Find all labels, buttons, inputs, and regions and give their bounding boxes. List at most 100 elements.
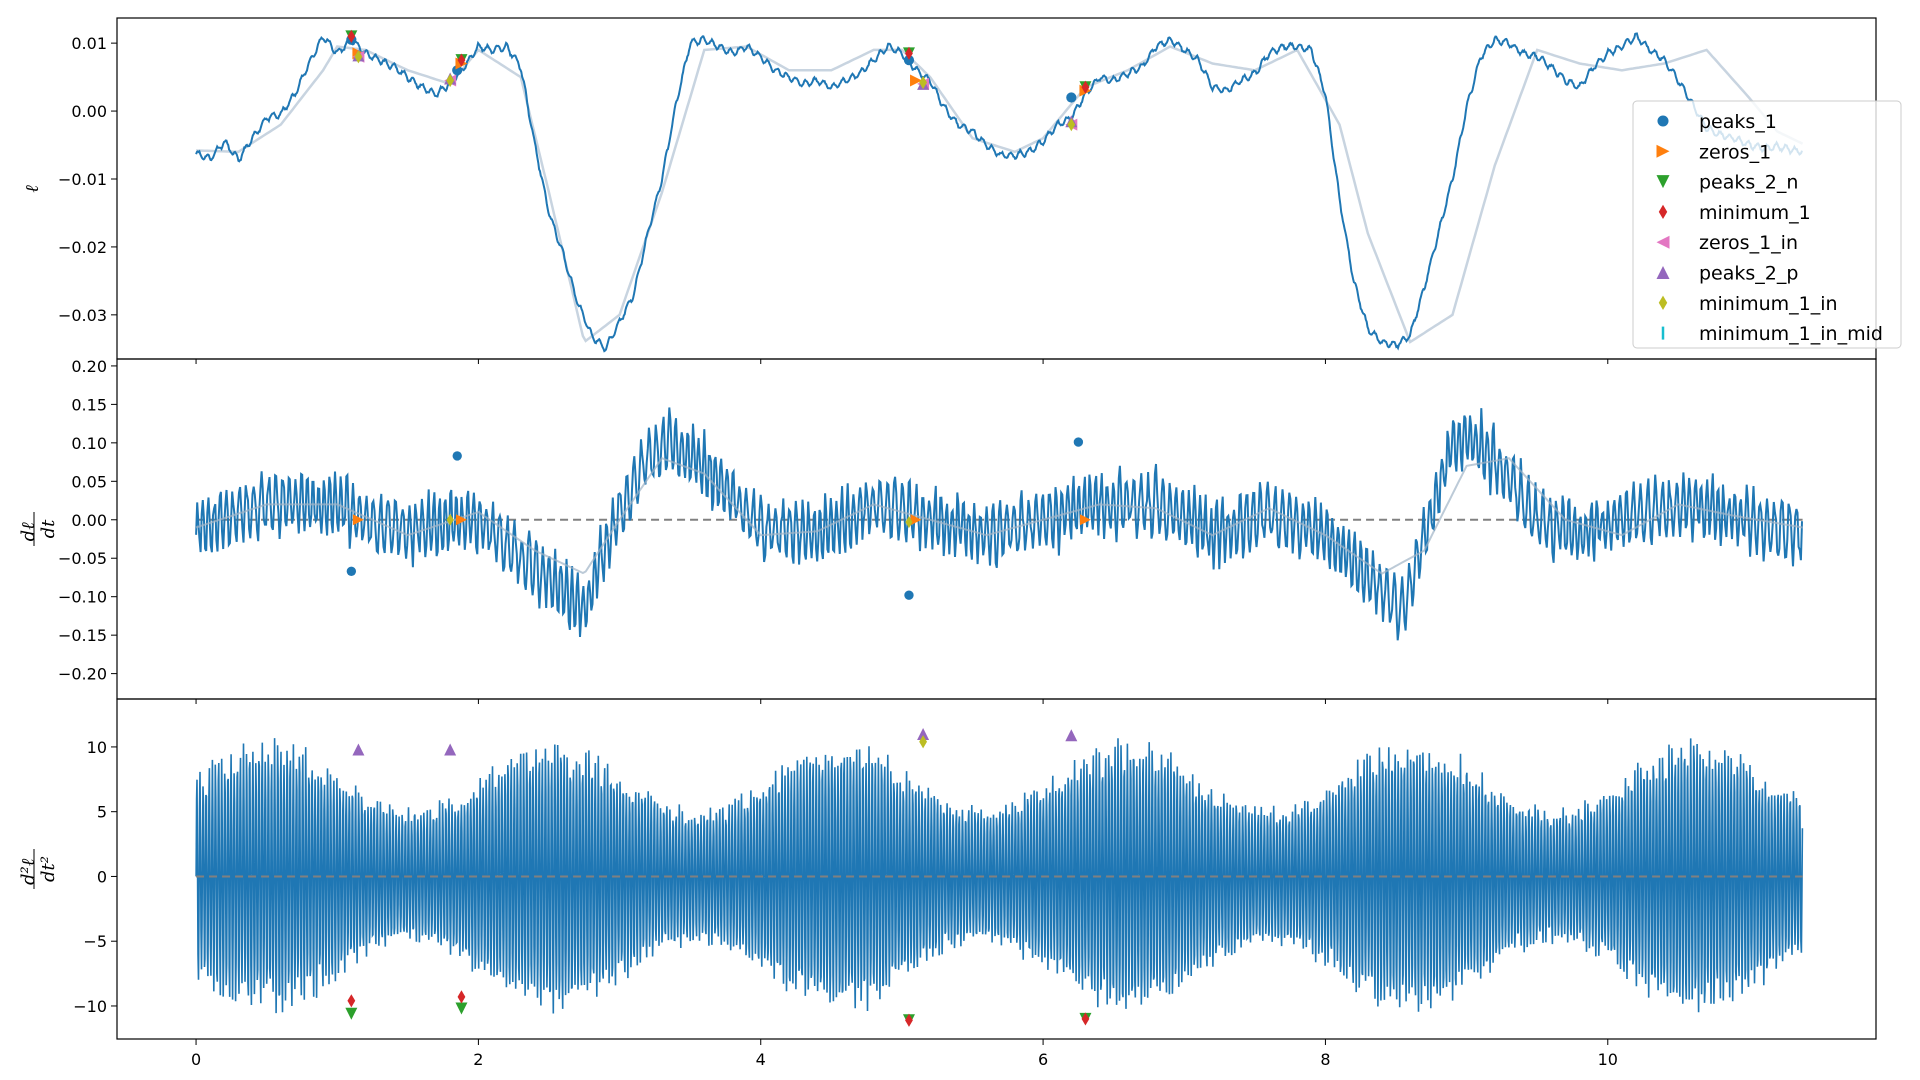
minimum_1-marker xyxy=(1081,80,1090,94)
series-line xyxy=(195,32,1803,353)
minimum_1-marker xyxy=(905,1013,913,1027)
peaks_1-marker xyxy=(904,590,914,600)
svg-text:dℓ dt: dℓ dt xyxy=(18,517,59,542)
y-tick-label: −0.10 xyxy=(58,588,107,607)
minimum_1-marker xyxy=(1081,1012,1090,1026)
zeros_1-marker xyxy=(910,74,923,87)
series-line xyxy=(195,738,1804,1014)
bottom-panel-frame xyxy=(116,698,1877,1040)
peaks_2_p-marker xyxy=(917,727,930,740)
peaks_2_p-legend-marker xyxy=(1656,266,1670,279)
y-tick-label: 0.01 xyxy=(71,34,107,53)
y-tick-label: 5 xyxy=(97,803,107,822)
y-tick-label: 0.10 xyxy=(71,434,107,453)
legend-label: zeros_1 xyxy=(1699,141,1771,163)
svg-text:d²ℓ dt²: d²ℓ dt² xyxy=(18,853,59,885)
top-panel-y-label: ℓ xyxy=(22,185,43,193)
peaks_1-marker xyxy=(1073,437,1084,447)
legend-item-zeros_1: zeros_1 xyxy=(1656,141,1771,163)
bottom-panel-y-label: d²ℓ dt² xyxy=(18,849,59,889)
peaks_2_n-marker xyxy=(455,1002,468,1015)
bottom-panel-y-ticks: 10 5 0 −5 −10 xyxy=(73,738,117,1016)
x-tick-label: 2 xyxy=(473,1050,483,1069)
minimum_1-marker xyxy=(457,53,466,67)
legend-item-peaks_2_n: peaks_2_n xyxy=(1656,172,1798,194)
x-tick-label: 8 xyxy=(1320,1050,1330,1069)
minimum_1_in-marker xyxy=(1067,118,1076,132)
legend-item-peaks_1: peaks_1 xyxy=(1657,111,1777,133)
bottom-panel-plot xyxy=(195,727,1804,1027)
legend-item-zeros_1_in: zeros_1_in xyxy=(1656,232,1798,254)
smooth-curve xyxy=(195,456,1803,575)
y-tick-label: −5 xyxy=(83,932,107,951)
peaks_1-marker xyxy=(452,451,462,461)
peaks_1-marker xyxy=(1066,92,1077,103)
zeros_1_in-legend-marker xyxy=(1656,235,1670,249)
bottom-panel-y-label-denominator: dt² xyxy=(38,856,59,882)
peaks_1-marker xyxy=(346,566,357,576)
series-line xyxy=(195,407,1803,641)
peaks_1-marker xyxy=(903,55,915,66)
minimum_1-marker xyxy=(457,990,466,1004)
minimum_1-marker xyxy=(347,994,356,1008)
zeros_1-marker xyxy=(352,514,364,526)
peaks_2_p-marker xyxy=(1065,729,1078,742)
minimum_1_in-marker xyxy=(446,73,455,88)
legend-label: minimum_1_in_mid xyxy=(1699,323,1883,345)
peaks_2_n-legend-marker xyxy=(1656,175,1670,189)
legend-item-peaks_2_p: peaks_2_p xyxy=(1656,263,1798,285)
legend-label: peaks_2_n xyxy=(1699,172,1798,194)
minimum_1_in-marker xyxy=(446,513,454,526)
peaks_2_p-marker xyxy=(352,743,365,756)
peaks_2_n-marker xyxy=(345,1007,358,1020)
minimum_1-marker xyxy=(347,29,356,43)
middle-panel-y-label-denominator: dt xyxy=(38,519,59,539)
legend-item-minimum_1: minimum_1 xyxy=(1658,202,1811,224)
legend: peaks_1 zeros_1 peaks_2_n minimum_1 zeros_1_… xyxy=(1632,100,1902,349)
bottom-panel-y-label-numerator: d²ℓ xyxy=(18,858,39,885)
legend-label: minimum_1_in xyxy=(1699,293,1838,315)
top-panel-y-ticks: 0.01 0.00 −0.01 −0.02 −0.03 xyxy=(58,34,1609,364)
legend-label: minimum_1 xyxy=(1699,202,1811,224)
y-tick-label: 0.05 xyxy=(71,472,107,491)
minimum_1_in-legend-marker xyxy=(1658,295,1668,310)
middle-panel: 0.20 0.15 0.10 0.05 0.00 −0.05 −0.10 −0.15 −0.20… xyxy=(18,357,1877,704)
minimum_1_in-marker xyxy=(919,75,927,90)
y-tick-label: 0 xyxy=(97,867,107,886)
zeros_1-marker xyxy=(1079,514,1091,526)
minimum_1-legend-marker xyxy=(1658,204,1668,220)
y-tick-label: 0.20 xyxy=(71,357,107,376)
zeros_1-marker xyxy=(910,514,922,526)
y-tick-label: −0.01 xyxy=(58,170,107,189)
zeros_1-marker xyxy=(455,514,467,526)
top-panel-plot xyxy=(195,29,1804,353)
minimum_1-marker xyxy=(905,46,913,60)
x-tick-label: 10 xyxy=(1598,1050,1618,1069)
legend-label: peaks_1 xyxy=(1699,111,1777,133)
y-tick-label: −0.15 xyxy=(58,626,107,645)
minimum_1_in-marker xyxy=(919,735,927,749)
legend-label: zeros_1_in xyxy=(1699,232,1798,254)
peaks_1-legend-marker xyxy=(1657,115,1669,127)
middle-panel-y-label: dℓ dt xyxy=(18,512,59,546)
y-tick-label: −0.20 xyxy=(58,665,107,684)
y-tick-label: 10 xyxy=(87,738,107,757)
y-tick-label: 0.15 xyxy=(71,395,107,414)
y-tick-label: −10 xyxy=(73,997,107,1016)
minimum_1_in-marker xyxy=(905,516,913,529)
y-tick-label: 0.00 xyxy=(71,511,107,530)
middle-panel-y-label-numerator: dℓ xyxy=(18,522,39,542)
y-tick-label: −0.05 xyxy=(58,549,107,568)
legend-box xyxy=(1632,100,1902,349)
top-panel: 0.01 0.00 −0.01 −0.02 −0.03 ℓ peaks_1 zeros_1… xyxy=(22,17,1902,364)
x-tick-label: 4 xyxy=(756,1050,766,1069)
middle-panel-plot xyxy=(195,407,1803,641)
y-tick-label: −0.03 xyxy=(58,306,107,325)
middle-panel-y-ticks: 0.20 0.15 0.10 0.05 0.00 −0.05 −0.10 −0.15 −0.20 xyxy=(58,357,1609,704)
peaks_1-marker xyxy=(452,65,463,76)
minimum_1_in-marker xyxy=(354,50,363,64)
zeros_1-legend-marker xyxy=(1656,144,1670,158)
x-tick-label: 6 xyxy=(1038,1050,1048,1069)
legend-item-minimum_1_in_mid: minimum_1_in_mid xyxy=(1661,323,1883,345)
